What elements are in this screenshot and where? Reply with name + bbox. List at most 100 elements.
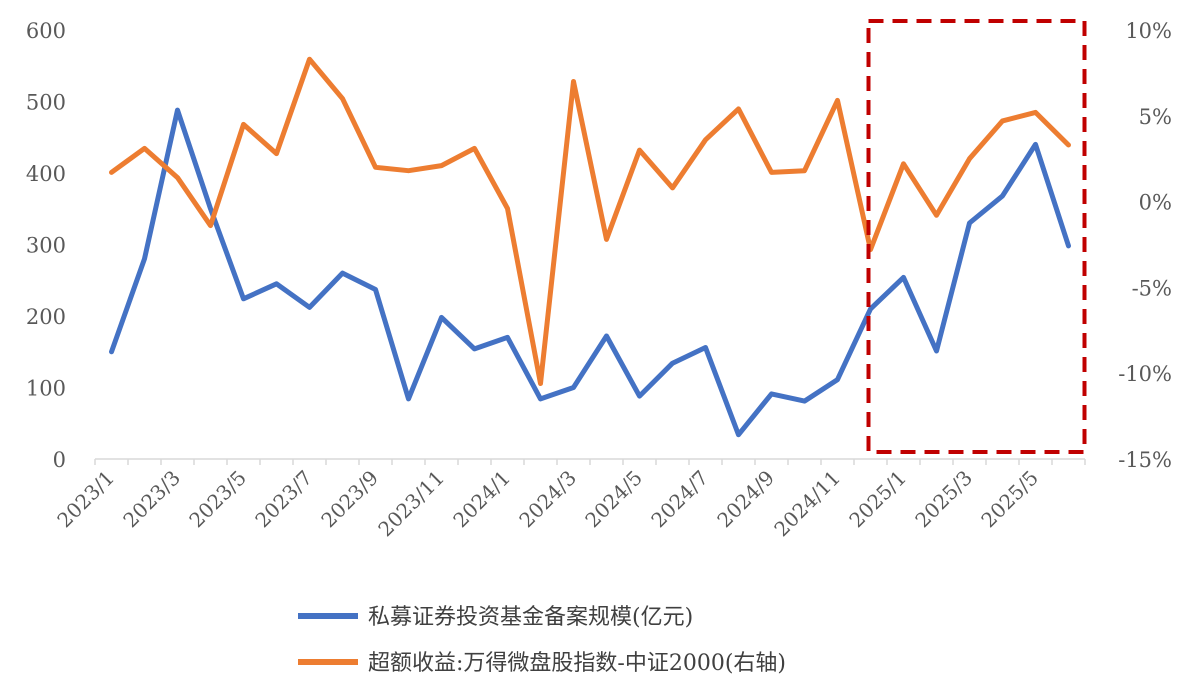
x-axis-tick-label: 2024/1 xyxy=(448,466,515,533)
data-point xyxy=(407,397,410,401)
data-point xyxy=(374,165,377,169)
data-point xyxy=(506,206,509,210)
data-point xyxy=(836,98,839,102)
legend: 私募证券投资基金备案规模(亿元) 超额收益:万得微盘股指数-中证2000(右轴) xyxy=(298,605,786,676)
data-point xyxy=(473,347,476,351)
data-point xyxy=(209,224,212,228)
right-axis-tick-label: -15% xyxy=(1118,448,1172,472)
right-axis-tick-label: -10% xyxy=(1118,362,1172,386)
data-point xyxy=(968,221,971,225)
data-point xyxy=(671,186,674,190)
data-point xyxy=(902,162,905,166)
x-axis-tick-label: 2024/11 xyxy=(769,466,845,542)
left-axis-tick-label: 200 xyxy=(26,305,66,329)
right-axis-tick-label: -5% xyxy=(1132,276,1172,300)
data-point xyxy=(1067,244,1070,248)
data-point xyxy=(539,381,542,385)
left-axis-tick-label: 500 xyxy=(26,91,66,115)
data-point xyxy=(638,394,641,398)
data-point xyxy=(935,349,938,353)
x-axis-tick-label: 2025/3 xyxy=(910,466,977,533)
data-point xyxy=(1067,143,1070,147)
data-point xyxy=(341,97,344,101)
data-point xyxy=(176,176,179,180)
data-point xyxy=(803,399,806,403)
data-point xyxy=(704,345,707,349)
x-axis-tick-label: 2023/1 xyxy=(52,466,119,533)
data-point xyxy=(737,107,740,111)
data-point xyxy=(968,157,971,161)
data-point xyxy=(770,170,773,174)
x-axis-tick-label: 2025/1 xyxy=(844,466,911,533)
data-point xyxy=(737,433,740,437)
data-point xyxy=(308,57,311,61)
x-axis-tick-label: 2025/5 xyxy=(976,466,1043,533)
data-point xyxy=(539,397,542,401)
data-point xyxy=(275,282,278,286)
x-axis-tick-label: 2024/7 xyxy=(646,466,713,533)
legend-label: 超额收益:万得微盘股指数-中证2000(右轴) xyxy=(368,651,786,676)
left-axis-tick-label: 0 xyxy=(53,448,66,472)
x-axis-tick-label: 2023/9 xyxy=(316,466,383,533)
data-point xyxy=(374,288,377,292)
data-point xyxy=(935,213,938,217)
data-point xyxy=(209,207,212,211)
data-point xyxy=(143,146,146,150)
x-axis-tick-label: 2023/7 xyxy=(250,466,317,533)
data-point xyxy=(869,307,872,311)
right-axis-tick-label: 10% xyxy=(1125,19,1172,43)
x-axis-tick-label: 2024/9 xyxy=(712,466,779,533)
x-axis-tick-label: 2024/5 xyxy=(580,466,647,533)
data-point xyxy=(671,361,674,365)
left-axis-tick-label: 600 xyxy=(26,19,66,43)
data-point xyxy=(275,152,278,156)
right-axis-tick-label: 0% xyxy=(1139,191,1172,215)
x-axis-tick-label: 2023/3 xyxy=(118,466,185,533)
data-point xyxy=(605,334,608,338)
data-point xyxy=(110,170,113,174)
left-axis-tick-label: 300 xyxy=(26,234,66,258)
data-point xyxy=(176,108,179,112)
data-point xyxy=(341,271,344,275)
data-point xyxy=(638,148,641,152)
data-point xyxy=(242,297,245,301)
data-point xyxy=(1001,119,1004,123)
right-axis-ticks: -15% -10% -5% 0% 5% 10% xyxy=(1118,19,1172,472)
axes xyxy=(94,458,1086,465)
data-point xyxy=(803,169,806,173)
data-point xyxy=(572,79,575,83)
data-point xyxy=(1034,142,1037,146)
x-axis-tick-label: 2023/11 xyxy=(373,466,449,542)
annotations xyxy=(866,19,1087,454)
x-axis-tick-label: 2024/3 xyxy=(514,466,581,533)
left-axis-tick-label: 400 xyxy=(26,162,66,186)
data-point xyxy=(110,350,113,354)
data-point xyxy=(473,146,476,150)
left-axis-ticks: 0 100 200 300 400 500 600 xyxy=(26,19,66,472)
x-axis-tick-label: 2023/5 xyxy=(184,466,251,533)
series-line-excess-return xyxy=(109,56,1071,386)
data-point xyxy=(1034,110,1037,114)
data-point xyxy=(572,386,575,389)
data-point xyxy=(836,378,839,382)
data-point xyxy=(902,275,905,279)
left-axis-tick-label: 100 xyxy=(26,377,66,401)
data-point xyxy=(605,237,608,241)
data-point xyxy=(242,122,245,126)
series xyxy=(109,56,1071,438)
highlight-dashed-box xyxy=(866,19,1087,454)
data-point xyxy=(506,335,509,339)
data-point xyxy=(704,138,707,142)
data-point xyxy=(407,169,410,173)
series-line-filing-scale xyxy=(109,107,1071,438)
data-point xyxy=(440,315,443,319)
right-axis-tick-label: 5% xyxy=(1139,105,1172,129)
data-point xyxy=(770,392,773,396)
data-point xyxy=(143,257,146,261)
data-point xyxy=(308,305,311,309)
data-point xyxy=(1001,194,1004,198)
legend-label: 私募证券投资基金备案规模(亿元) xyxy=(368,605,693,630)
